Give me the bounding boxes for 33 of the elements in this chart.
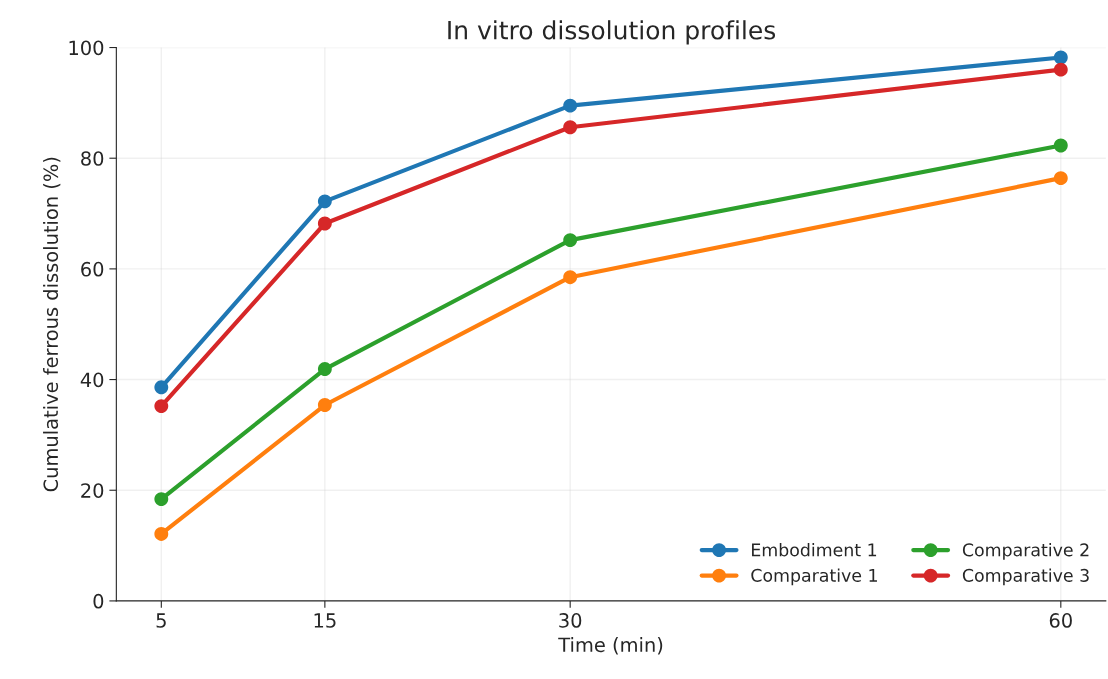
point xyxy=(154,492,169,507)
y-tick-label: 60 xyxy=(81,261,104,277)
chart-title: In vitro dissolution profiles xyxy=(448,20,776,45)
y-axis-title: Cumulative ferrous dissolution (%) xyxy=(43,157,61,492)
legend-label: Comparative 1 xyxy=(751,568,877,586)
legend-label: Comparative 2 xyxy=(962,543,1089,560)
x-tick-label: 30 xyxy=(559,613,582,628)
y-tick-label: 80 xyxy=(81,151,104,166)
x-tick-label: 60 xyxy=(1049,613,1072,628)
point xyxy=(154,527,169,541)
point xyxy=(1053,138,1068,153)
point xyxy=(563,120,578,135)
point xyxy=(317,362,332,376)
x-axis-title: Time (min) xyxy=(558,637,663,655)
y-tick-label: 100 xyxy=(69,40,104,56)
x-tick-label: 5 xyxy=(156,613,166,628)
y-tick-label: 20 xyxy=(81,483,104,498)
point xyxy=(1053,171,1068,186)
legend-label: Comparative 3 xyxy=(962,568,1089,586)
point xyxy=(1053,62,1068,77)
point xyxy=(317,194,332,209)
point xyxy=(563,270,578,285)
point xyxy=(1053,50,1068,65)
point xyxy=(154,399,169,414)
point xyxy=(563,98,578,113)
point xyxy=(154,380,169,395)
y-tick-label: 40 xyxy=(80,372,104,388)
point xyxy=(563,233,578,248)
y-tick-label: 0 xyxy=(93,593,104,609)
x-tick-label: 15 xyxy=(314,613,336,628)
point xyxy=(317,216,332,231)
point xyxy=(317,398,332,412)
legend-label: Embodiment 1 xyxy=(752,543,877,557)
